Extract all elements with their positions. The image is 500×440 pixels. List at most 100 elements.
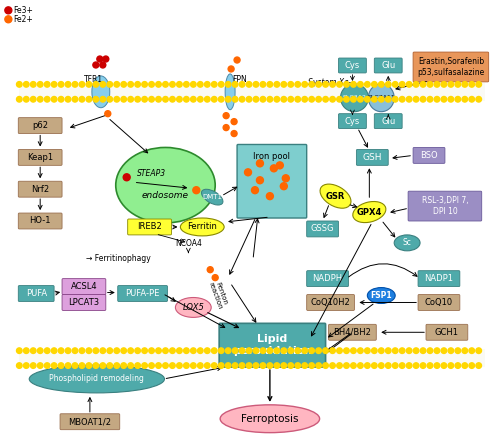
Circle shape [455,96,460,102]
Circle shape [406,81,412,87]
Circle shape [350,96,356,102]
Circle shape [232,96,238,102]
FancyBboxPatch shape [338,114,366,128]
Text: NADPH: NADPH [312,274,342,283]
FancyBboxPatch shape [418,294,460,311]
FancyBboxPatch shape [338,58,366,73]
Circle shape [414,363,419,368]
Circle shape [16,348,22,353]
Circle shape [330,348,336,353]
Ellipse shape [368,288,395,304]
Text: → Ferritinophagy: → Ferritinophagy [86,254,150,263]
Circle shape [240,96,245,102]
Circle shape [316,96,322,102]
Circle shape [176,363,182,368]
Text: GSSG: GSSG [311,224,334,234]
Circle shape [204,363,210,368]
Circle shape [302,348,308,353]
Circle shape [231,131,237,136]
Text: Erastin,Sorafenib
p53,sulfasalazine: Erastin,Sorafenib p53,sulfasalazine [418,57,484,77]
Text: Ferroptosis: Ferroptosis [241,414,298,424]
Ellipse shape [394,235,420,251]
Circle shape [316,348,322,353]
FancyBboxPatch shape [18,117,62,134]
Circle shape [330,363,336,368]
Circle shape [364,363,370,368]
Circle shape [5,7,12,14]
Circle shape [392,348,398,353]
FancyBboxPatch shape [62,279,106,294]
Circle shape [372,96,377,102]
Circle shape [170,96,175,102]
FancyBboxPatch shape [118,286,168,301]
Circle shape [323,96,328,102]
Circle shape [372,363,377,368]
Circle shape [212,275,218,281]
Circle shape [135,348,140,353]
Text: p62: p62 [32,121,48,130]
Circle shape [372,81,377,87]
Circle shape [198,81,203,87]
Circle shape [469,363,474,368]
Circle shape [400,96,405,102]
Circle shape [128,96,134,102]
Circle shape [302,81,308,87]
FancyBboxPatch shape [413,147,445,163]
Circle shape [288,363,294,368]
Circle shape [65,363,71,368]
FancyBboxPatch shape [306,221,338,237]
Text: Glu: Glu [381,117,396,126]
Circle shape [223,125,229,131]
Circle shape [427,348,433,353]
Circle shape [218,363,224,368]
Ellipse shape [116,147,215,223]
Text: TFR1: TFR1 [84,75,103,84]
Circle shape [184,81,189,87]
Circle shape [240,363,245,368]
Circle shape [107,348,112,353]
Circle shape [253,363,259,368]
Circle shape [358,363,363,368]
Text: FPN: FPN [232,75,247,84]
Circle shape [350,363,356,368]
Circle shape [448,96,454,102]
Circle shape [149,363,154,368]
Circle shape [149,96,154,102]
Circle shape [52,81,57,87]
Text: CoQ10: CoQ10 [425,298,453,307]
Circle shape [344,81,349,87]
FancyBboxPatch shape [62,294,106,311]
Circle shape [448,363,454,368]
Circle shape [231,119,237,125]
Circle shape [223,113,229,119]
Circle shape [246,81,252,87]
FancyBboxPatch shape [374,58,402,73]
Circle shape [58,348,64,353]
Circle shape [149,348,154,353]
Circle shape [244,169,252,176]
Circle shape [79,81,84,87]
Circle shape [414,96,419,102]
Circle shape [246,363,252,368]
Circle shape [107,363,112,368]
Ellipse shape [368,84,394,112]
Text: IREB2: IREB2 [137,223,162,231]
Circle shape [100,348,105,353]
Circle shape [226,96,231,102]
Circle shape [232,363,238,368]
Circle shape [406,363,412,368]
Circle shape [156,81,162,87]
Circle shape [24,96,29,102]
Circle shape [323,348,328,353]
Circle shape [350,348,356,353]
Circle shape [190,363,196,368]
Circle shape [462,348,468,353]
Circle shape [156,363,162,368]
Circle shape [302,363,308,368]
Text: endosome: endosome [142,191,189,200]
Text: Nrf2: Nrf2 [31,185,49,194]
Circle shape [392,96,398,102]
FancyBboxPatch shape [418,271,460,286]
Circle shape [344,363,349,368]
Circle shape [86,96,92,102]
